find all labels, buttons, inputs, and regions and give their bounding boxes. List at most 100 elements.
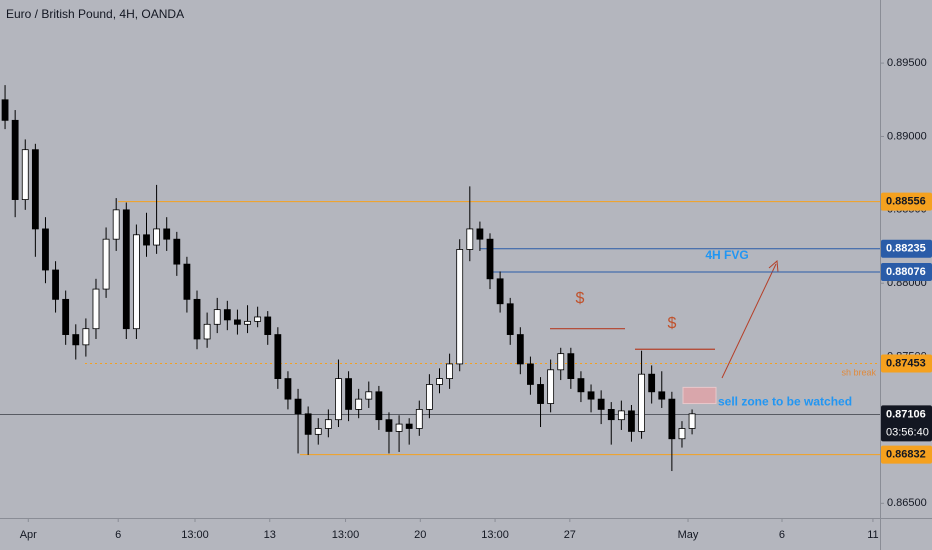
candle-body (678, 428, 686, 440)
candle-body (132, 234, 140, 330)
candle-body (597, 398, 605, 410)
candle-body (425, 384, 433, 410)
annotation: $ (668, 315, 677, 332)
candle-body (496, 278, 504, 305)
candle-body (527, 363, 534, 385)
level-label-box (881, 239, 932, 258)
candle-body (607, 409, 615, 421)
candle-body (547, 369, 555, 404)
annotation: $ (576, 290, 585, 307)
x-tick-label: May (678, 529, 699, 541)
level-label-box (881, 263, 932, 282)
x-tick-label: 6 (779, 529, 785, 541)
candle-body (405, 423, 413, 429)
candle-body (72, 334, 80, 346)
candle-body (638, 373, 645, 432)
candle-body (567, 353, 575, 379)
candle-body (577, 378, 585, 393)
level-label: 0.86832 (886, 449, 926, 461)
candle-body (223, 309, 231, 321)
y-tick-label: 0.89000 (887, 130, 927, 142)
x-tick-label: 13:00 (332, 529, 360, 541)
x-tick-label: Apr (20, 529, 37, 541)
candle-body (486, 238, 494, 280)
candle-body (153, 228, 161, 246)
candle-body (516, 334, 524, 365)
candle-body (21, 149, 29, 200)
candle-body (304, 413, 312, 435)
candle-body (436, 378, 443, 385)
x-tick-label: 11 (867, 529, 878, 541)
candle-body (234, 319, 241, 325)
candle-body (506, 303, 514, 335)
candle-body (254, 316, 262, 322)
candle-body (31, 149, 39, 230)
candle-body (587, 391, 595, 400)
candle-body (11, 119, 19, 200)
candle-body (395, 423, 403, 432)
candle-body (183, 263, 191, 300)
candle-body (365, 391, 373, 400)
x-tick-label: 20 (414, 529, 426, 541)
level-label-box (881, 192, 932, 211)
level-label: 0.88235 (886, 243, 926, 255)
candle-body (324, 419, 332, 429)
candle-body (648, 373, 656, 393)
candle-body (537, 384, 544, 404)
x-tick-label: 13:00 (481, 529, 509, 541)
candle-body (668, 398, 676, 440)
candle-body (375, 391, 383, 421)
candle-body (244, 320, 251, 325)
candle-body (284, 378, 292, 400)
y-tick-label: 0.89500 (887, 57, 927, 69)
x-tick-label: 6 (115, 529, 121, 541)
current-price-box (881, 405, 932, 442)
candle-body (335, 378, 342, 421)
level-label: 0.88556 (886, 196, 926, 208)
candle-body (628, 410, 635, 432)
candle-body (122, 209, 130, 330)
candle-body (52, 269, 59, 300)
x-tick-label: 27 (564, 529, 576, 541)
countdown-label: 03:56:40 (886, 426, 929, 438)
level-label-box (881, 445, 932, 464)
candle-body (213, 309, 221, 325)
level-label: 0.88076 (886, 266, 926, 278)
x-tick-label: 13 (264, 529, 276, 541)
candle-body (415, 409, 423, 429)
candle-body (476, 228, 484, 240)
candle-body (355, 398, 363, 410)
current-price-label: 0.87106 (886, 408, 926, 420)
candle-body (658, 391, 666, 400)
candle-body (456, 249, 464, 365)
candle-body (294, 398, 302, 415)
candle-body (42, 228, 49, 271)
chart-title: Euro / British Pound, 4H, OANDA (6, 7, 184, 21)
x-tick-label: 13:00 (181, 529, 209, 541)
candle-body (1, 99, 9, 121)
level-label: 0.87453 (886, 357, 926, 369)
candle-body (274, 334, 282, 379)
candle-body (264, 316, 272, 335)
candle-body (92, 288, 100, 330)
arrow (721, 263, 777, 379)
arrow-head (768, 259, 779, 273)
level-label-box (881, 354, 932, 373)
candle-body (446, 363, 453, 379)
candle-body (193, 298, 201, 340)
candle-body (112, 209, 120, 240)
candle-body (102, 238, 110, 290)
sell-zone (682, 386, 717, 405)
candle-body (314, 428, 322, 435)
candle-body (82, 328, 90, 346)
candle-body (62, 298, 70, 335)
candle-body (345, 378, 352, 410)
candle-body (173, 238, 181, 265)
candle-body (143, 234, 150, 246)
annotation: 4H FVG (705, 248, 748, 262)
annotation: sh break (841, 367, 876, 377)
candle-body (163, 228, 171, 240)
